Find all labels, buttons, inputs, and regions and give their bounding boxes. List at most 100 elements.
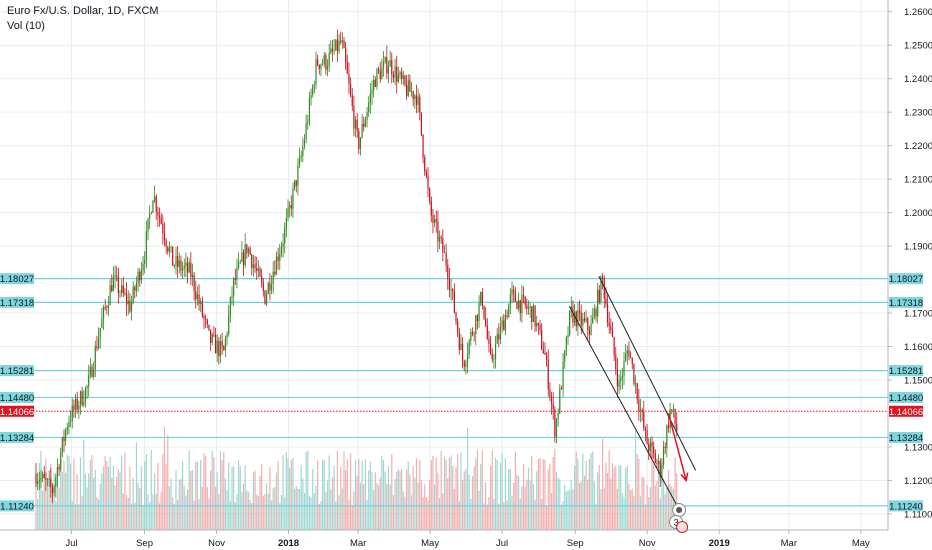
candle-body bbox=[94, 346, 96, 370]
symbol-title[interactable]: Euro Fx/U.S. Dollar, 1D, FXCM bbox=[7, 5, 159, 17]
price-tick-label[interactable]: 1.16000 bbox=[904, 342, 932, 353]
channel-trendline[interactable] bbox=[568, 306, 682, 515]
price-tick-label[interactable]: 1.20000 bbox=[904, 208, 932, 219]
horizontal-levels[interactable] bbox=[0, 278, 888, 507]
volume-bar bbox=[462, 480, 464, 530]
time-tick-label[interactable]: Mar bbox=[781, 538, 797, 549]
candle-body bbox=[84, 388, 87, 403]
price-tick-label[interactable]: 1.15000 bbox=[904, 376, 932, 387]
projection-arrow-shaft[interactable] bbox=[667, 413, 687, 481]
price-tick-label[interactable]: 1.19000 bbox=[904, 242, 932, 253]
candle-body bbox=[623, 360, 625, 376]
candle-body bbox=[427, 175, 429, 190]
level-label-bg bbox=[889, 405, 923, 417]
volume-bar bbox=[256, 494, 258, 530]
volume-bar bbox=[84, 474, 87, 530]
candle-body bbox=[373, 79, 375, 91]
volume-bar bbox=[97, 499, 100, 530]
volume-bar bbox=[450, 455, 452, 530]
candle-body bbox=[58, 466, 60, 470]
volume-bar bbox=[476, 450, 479, 530]
volume-bar bbox=[371, 472, 373, 530]
volume-bar bbox=[625, 468, 627, 530]
price-axis[interactable]: 1.26000 1.25000 1.24000 1.23000 1.22000 1.210… bbox=[888, 7, 932, 520]
volume-bar bbox=[221, 460, 223, 530]
candle-body bbox=[608, 322, 610, 327]
volume-bar bbox=[490, 465, 492, 530]
volume-bar bbox=[527, 467, 530, 530]
volume-bar bbox=[79, 457, 82, 530]
volume-bar bbox=[631, 488, 633, 530]
candle-body bbox=[381, 67, 383, 80]
price-tick-label[interactable]: 1.22000 bbox=[904, 141, 932, 152]
volume-bar bbox=[514, 451, 516, 530]
price-tick-label[interactable]: 1.24000 bbox=[904, 74, 932, 85]
candle-body bbox=[651, 442, 653, 447]
candle-body bbox=[443, 252, 446, 254]
candle-body bbox=[371, 90, 373, 94]
candle-body bbox=[463, 361, 465, 367]
time-tick-label[interactable]: Sep bbox=[136, 538, 153, 549]
volume-bar bbox=[572, 489, 574, 530]
time-axis[interactable]: Jul Sep Nov 2018 Mar May Jul Sep Nov 2019 Mar May bbox=[65, 530, 870, 549]
volume-bar bbox=[481, 450, 483, 530]
candle-body bbox=[236, 267, 238, 280]
price-tick-label[interactable]: 1.26000 bbox=[904, 7, 932, 18]
level-label-bg bbox=[0, 296, 34, 308]
candle-body bbox=[462, 343, 464, 362]
volume-bar bbox=[389, 484, 391, 530]
candle-body bbox=[93, 369, 95, 377]
candle-body bbox=[600, 276, 602, 302]
time-tick-label[interactable]: Jul bbox=[496, 538, 508, 549]
volume-bar bbox=[397, 469, 399, 530]
price-tick-label[interactable]: 1.11000 bbox=[904, 509, 932, 520]
drawings[interactable] bbox=[568, 275, 697, 515]
volume-bar bbox=[646, 484, 648, 530]
candle-body bbox=[68, 421, 70, 428]
volume-bar bbox=[175, 470, 177, 530]
candle-body bbox=[636, 383, 638, 400]
volume-bar bbox=[323, 460, 325, 530]
volume-indicator-label[interactable]: Vol (10) bbox=[7, 20, 45, 32]
time-tick-label[interactable]: Nov bbox=[639, 538, 656, 549]
time-tick-label[interactable]: Sep bbox=[567, 538, 584, 549]
candle-body bbox=[69, 420, 72, 422]
time-tick-label[interactable]: 2018 bbox=[278, 538, 299, 549]
time-tick-label[interactable]: May bbox=[421, 538, 439, 549]
price-tick-label[interactable]: 1.25000 bbox=[904, 41, 932, 52]
volume-bar bbox=[379, 477, 381, 530]
price-tick-label[interactable]: 1.17000 bbox=[904, 309, 932, 320]
volume-bar bbox=[203, 453, 205, 530]
time-tick-label[interactable]: Mar bbox=[350, 538, 366, 549]
volume-bar bbox=[396, 471, 398, 530]
candle-body bbox=[175, 256, 177, 266]
price-tick-label[interactable]: 1.21000 bbox=[904, 175, 932, 186]
volume-bar bbox=[410, 495, 413, 530]
candle-body bbox=[555, 419, 558, 437]
channel-trendline[interactable] bbox=[598, 275, 697, 471]
volume-bar bbox=[542, 459, 544, 530]
volume-bar bbox=[165, 463, 167, 530]
volume-bar bbox=[93, 477, 95, 530]
time-tick-label[interactable]: Nov bbox=[208, 538, 225, 549]
time-tick-label[interactable]: May bbox=[852, 538, 870, 549]
candle-body bbox=[539, 325, 541, 331]
price-tick-label[interactable]: 1.12000 bbox=[904, 476, 932, 487]
price-tick-label[interactable]: 1.23000 bbox=[904, 108, 932, 119]
flag-badge-icon[interactable] bbox=[676, 521, 689, 533]
candle-body bbox=[338, 40, 340, 52]
time-tick-label[interactable]: Jul bbox=[65, 538, 77, 549]
volume-bar bbox=[361, 460, 363, 530]
candle-body bbox=[345, 47, 347, 63]
candle-body bbox=[104, 306, 106, 308]
price-tick-label[interactable]: 1.13000 bbox=[904, 442, 932, 453]
candle-body bbox=[275, 256, 278, 275]
chart-badges[interactable]: 3 bbox=[669, 503, 689, 533]
candle-body bbox=[644, 428, 647, 430]
candle-body bbox=[51, 487, 54, 494]
volume-bar bbox=[422, 496, 424, 530]
time-tick-label[interactable]: 2019 bbox=[709, 538, 730, 549]
volume-bar bbox=[127, 497, 129, 530]
volume-bar bbox=[277, 461, 279, 530]
